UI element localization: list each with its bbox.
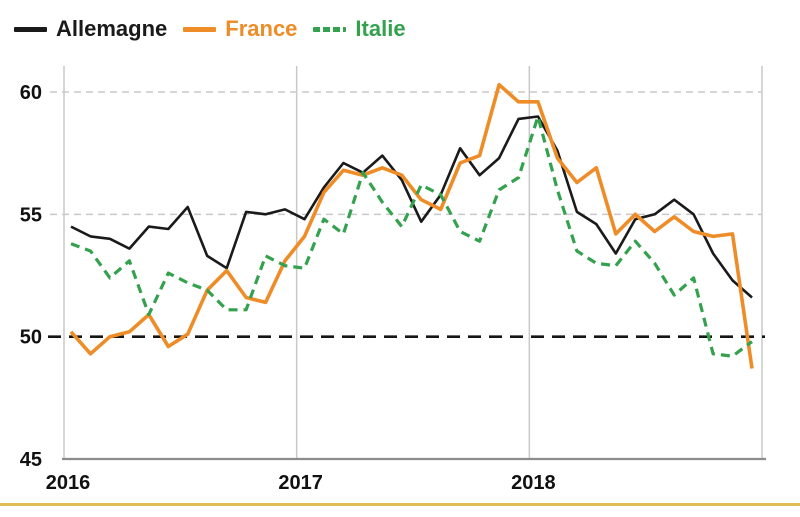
- legend-label-italie: Italie: [355, 16, 406, 41]
- series-line-italie: [70, 114, 753, 358]
- legend-item-allemagne: Allemagne: [14, 18, 167, 40]
- allemagne-line-swatch-icon: [14, 26, 47, 32]
- legend-label-allemagne: Allemagne: [56, 16, 168, 41]
- series-line-france: [69, 82, 754, 369]
- legend-item-italie: Italie: [313, 16, 406, 41]
- bottom-accent-bar: [0, 503, 800, 506]
- y-tick-label: 55: [20, 204, 42, 226]
- france-line-swatch-icon: [183, 26, 217, 32]
- legend: Allemagne France Italie: [14, 18, 406, 40]
- x-tick-label: 2017: [278, 472, 323, 494]
- x-tick-label: 2018: [511, 472, 556, 494]
- x-tick-label: 2016: [46, 472, 91, 494]
- legend-label-france: France: [225, 16, 298, 41]
- y-tick-label: 60: [20, 82, 42, 104]
- legend-item-france: France: [183, 18, 297, 40]
- italie-line-swatch-icon: [313, 26, 347, 32]
- y-tick-label: 50: [20, 327, 42, 349]
- y-tick-label: 45: [20, 449, 42, 471]
